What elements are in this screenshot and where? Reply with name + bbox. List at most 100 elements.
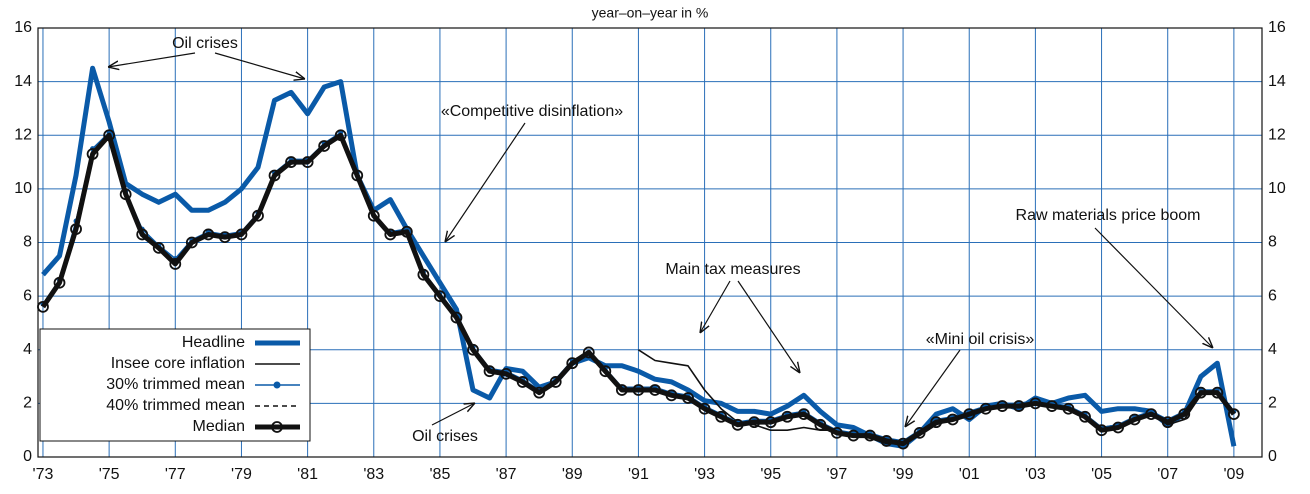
series-marker xyxy=(450,311,463,324)
series-marker xyxy=(500,367,512,380)
series-marker xyxy=(632,384,645,396)
x-tick-label: '03 xyxy=(1025,466,1046,483)
y2-tick-label: 2 xyxy=(1268,395,1277,412)
series-marker xyxy=(913,426,926,439)
series-marker xyxy=(897,437,909,450)
series-marker xyxy=(1194,386,1207,399)
y-tick-label: 8 xyxy=(23,234,32,251)
x-tick-label: '73 xyxy=(33,466,54,483)
series-marker xyxy=(1178,408,1191,421)
series-line xyxy=(40,132,1236,447)
arrow xyxy=(108,52,196,67)
series-marker xyxy=(682,392,694,404)
legend-marker xyxy=(271,421,283,433)
x-tick-label: '77 xyxy=(165,466,186,483)
series-marker xyxy=(483,365,496,378)
series-marker xyxy=(152,241,165,254)
series-marker xyxy=(665,389,678,402)
series-marker xyxy=(599,365,612,378)
series-marker xyxy=(1211,386,1224,399)
series-marker xyxy=(53,276,66,289)
y2-tick-label: 8 xyxy=(1268,234,1277,251)
series-marker xyxy=(533,386,546,399)
series-marker xyxy=(715,410,728,423)
legend-label: Headline xyxy=(182,334,245,351)
x-tick-label: '09 xyxy=(1223,466,1244,483)
y-tick-label: 14 xyxy=(14,73,32,90)
legend-label: 30% trimmed mean xyxy=(106,376,245,393)
series-marker xyxy=(930,416,943,429)
arrow xyxy=(905,349,961,427)
chart-title: year–on–year in % xyxy=(592,5,709,21)
y-tick-label: 2 xyxy=(23,395,32,412)
series-marker xyxy=(996,400,1009,412)
y2-tick-label: 6 xyxy=(1268,287,1277,304)
x-tick-label: '87 xyxy=(496,466,517,483)
y-tick-label: 12 xyxy=(14,126,32,143)
arrow xyxy=(700,280,731,333)
series-marker xyxy=(1029,397,1042,410)
plot-frame xyxy=(37,27,1263,458)
series-marker xyxy=(334,129,347,142)
series-marker xyxy=(86,148,99,160)
series-marker xyxy=(70,223,82,235)
series-marker xyxy=(301,156,314,168)
x-tick-label: '81 xyxy=(297,466,318,483)
series-marker xyxy=(946,413,959,426)
y2-tick-label: 0 xyxy=(1268,448,1277,465)
series-marker xyxy=(384,228,397,241)
series-marker xyxy=(1128,413,1141,426)
plot xyxy=(37,65,1240,450)
series-marker xyxy=(814,418,827,431)
series-marker xyxy=(1095,424,1108,437)
series-marker xyxy=(797,408,810,421)
y-tick-label: 0 xyxy=(23,448,32,465)
series-marker xyxy=(864,429,876,442)
series-marker xyxy=(979,402,992,415)
series-marker xyxy=(434,290,446,303)
series-marker xyxy=(103,129,116,142)
series-marker xyxy=(202,228,215,241)
x-tick-label: '85 xyxy=(430,466,451,483)
series-marker xyxy=(698,402,711,415)
series-marker xyxy=(1062,402,1075,415)
series-marker xyxy=(1227,408,1240,421)
series-marker xyxy=(880,435,893,447)
series-marker xyxy=(1112,421,1124,434)
y-tick-label: 10 xyxy=(14,180,32,197)
series-marker xyxy=(847,429,860,442)
x-tick-label: '75 xyxy=(99,466,120,483)
y-tick-label: 16 xyxy=(14,19,32,36)
arrow xyxy=(737,280,800,373)
series-marker xyxy=(318,140,331,152)
series-marker xyxy=(582,346,595,359)
series-marker xyxy=(235,228,248,241)
series-marker xyxy=(615,384,628,396)
y-tick-label: 4 xyxy=(23,341,32,358)
series-marker xyxy=(119,188,132,201)
series-marker xyxy=(169,258,182,270)
arrow xyxy=(431,403,475,426)
series-marker xyxy=(351,169,364,182)
y2-tick-label: 14 xyxy=(1268,73,1286,90)
series-marker xyxy=(400,225,413,238)
series-marker xyxy=(1161,416,1174,429)
legend-label: 40% trimmed mean xyxy=(106,397,245,414)
series-marker xyxy=(1012,400,1025,412)
y2-tick-label: 16 xyxy=(1268,19,1286,36)
series-marker xyxy=(549,376,562,388)
x-tick-label: '89 xyxy=(562,466,583,483)
series-marker xyxy=(764,416,777,429)
series-marker xyxy=(1145,408,1158,421)
legend-label: Median xyxy=(193,418,245,435)
series-marker xyxy=(285,156,297,168)
series-marker xyxy=(649,384,661,396)
series-marker xyxy=(252,209,264,222)
annotation: Oil crises xyxy=(172,35,238,52)
y2-tick-label: 4 xyxy=(1268,341,1277,358)
series-marker xyxy=(219,231,231,244)
x-tick-label: '93 xyxy=(694,466,715,483)
x-tick-label: '97 xyxy=(826,466,847,483)
annotation: «Competitive disinflation» xyxy=(441,103,623,120)
